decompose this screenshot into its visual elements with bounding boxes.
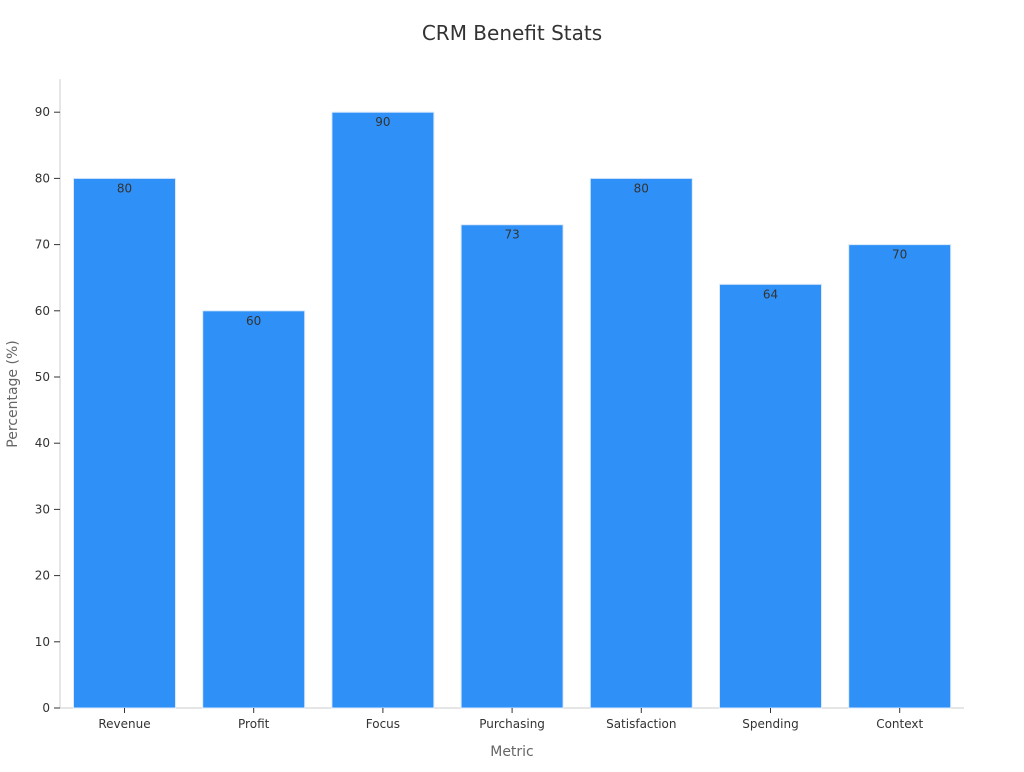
y-tick-label: 40: [35, 436, 50, 450]
x-tick-label-satisfaction: Satisfaction: [606, 717, 676, 731]
y-tick-label: 80: [35, 171, 50, 185]
x-tick-label-context: Context: [876, 717, 923, 731]
x-tick-label-spending: Spending: [742, 717, 798, 731]
x-tick-label-focus: Focus: [366, 717, 400, 731]
x-tick-label-profit: Profit: [238, 717, 270, 731]
bar-context: [848, 244, 952, 709]
data-label-revenue: 80: [117, 181, 132, 195]
bar-satisfaction: [589, 177, 693, 709]
x-axis-label: Metric: [490, 744, 534, 760]
x-tick-label-revenue: Revenue: [98, 717, 150, 731]
y-tick-label: 50: [35, 370, 50, 384]
bar-revenue: [73, 177, 176, 709]
y-tick-label: 20: [35, 569, 50, 583]
y-tick-label: 0: [42, 701, 50, 715]
bar-profit: [202, 310, 306, 709]
y-axis-label: Percentage (%): [5, 340, 21, 447]
data-label-context: 70: [892, 248, 907, 262]
data-label-profit: 60: [246, 314, 261, 328]
bar-spending: [719, 283, 822, 709]
bar-focus: [331, 111, 435, 709]
y-tick-label: 60: [35, 304, 50, 318]
plot-area: 0 10 20 30 40 50 60 70 80 90 80 Revenue 60 Profit 90 Fo…: [35, 79, 964, 731]
y-tick-label: 90: [35, 105, 50, 119]
data-label-focus: 90: [375, 115, 390, 129]
y-tick-label: 70: [35, 238, 50, 252]
y-tick-label: 30: [35, 502, 50, 516]
x-tick-label-purchasing: Purchasing: [479, 717, 545, 731]
chart-title: CRM Benefit Stats: [422, 21, 602, 45]
bar-purchasing: [460, 224, 564, 709]
y-tick-label: 10: [35, 635, 50, 649]
data-label-spending: 64: [763, 287, 778, 301]
data-label-purchasing: 73: [504, 228, 519, 242]
data-label-satisfaction: 80: [634, 181, 649, 195]
